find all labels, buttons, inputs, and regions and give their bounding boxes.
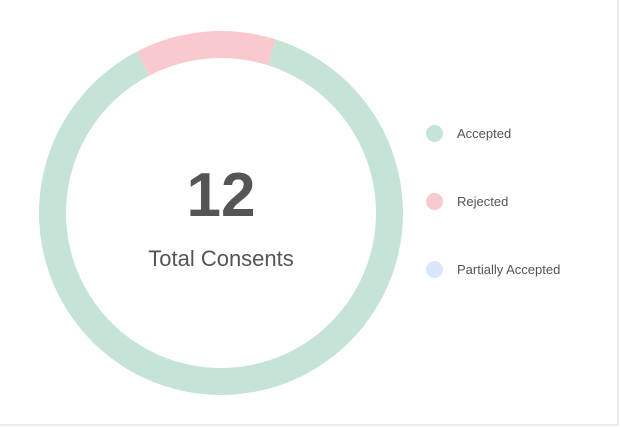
total-value: 12 (186, 161, 256, 230)
legend-item-accepted[interactable]: Accepted (426, 125, 511, 142)
legend-dot-icon (426, 261, 443, 278)
donut-slice-rejected[interactable] (136, 31, 276, 76)
total-label: Total Consents (148, 246, 294, 271)
legend-label: Accepted (457, 126, 512, 141)
legend-label: Partially Accepted (457, 262, 561, 277)
legend-dot-icon (426, 125, 443, 142)
legend-dot-icon (426, 193, 443, 210)
legend-item-rejected[interactable]: Rejected (426, 193, 508, 210)
legend-item-partially-accepted[interactable]: Partially Accepted (426, 261, 560, 278)
legend-label: Rejected (457, 194, 509, 209)
